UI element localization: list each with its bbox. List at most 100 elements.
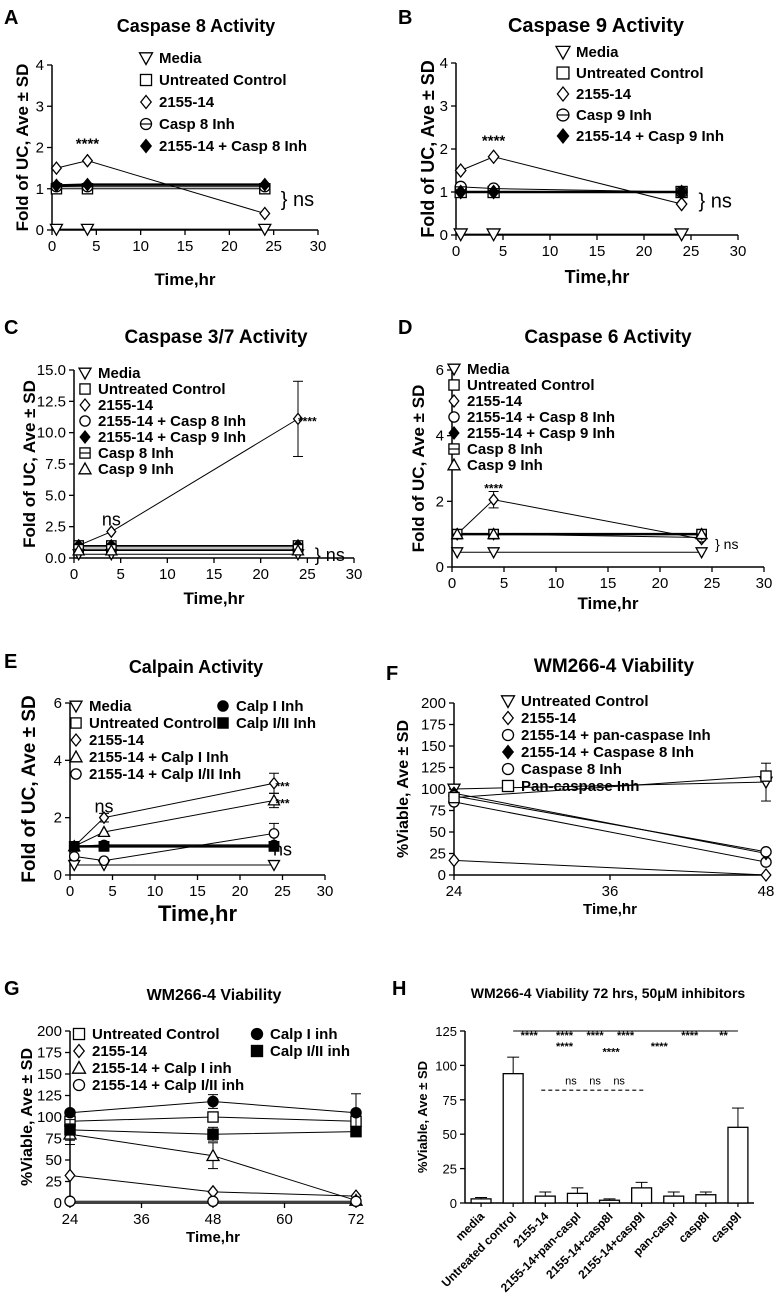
data-point <box>350 1106 362 1119</box>
x-tick-label: 15 <box>206 566 223 583</box>
y-tick-label: 175 <box>37 1045 62 1062</box>
data-point <box>760 770 772 782</box>
legend-marker <box>139 138 153 154</box>
data-point <box>259 177 271 192</box>
y-tick-label: 2 <box>440 141 448 158</box>
data-point <box>81 153 94 168</box>
legend-label: 2155-14 <box>92 1043 148 1060</box>
x-tick-label: 24 <box>446 883 463 900</box>
data-point <box>68 851 80 862</box>
y-tick-label: 25 <box>429 846 446 863</box>
y-tick-label: 150 <box>37 1066 62 1083</box>
y-tick-label: 150 <box>421 738 446 755</box>
panel-title: WM266-4 Viability <box>534 656 695 677</box>
x-tick-label: 20 <box>652 575 669 592</box>
series-0 <box>450 547 709 560</box>
x-axis-label: Time,hr <box>154 270 215 289</box>
annotation: ns <box>94 797 113 817</box>
annotation: } ns <box>699 191 732 213</box>
data-point <box>268 776 280 790</box>
data-point <box>486 527 501 540</box>
annotation: } ns <box>281 189 314 211</box>
legend-marker <box>70 717 82 729</box>
legend-marker <box>79 415 91 427</box>
data-point <box>450 547 464 560</box>
x-tick-label: 36 <box>133 1211 150 1228</box>
y-axis-label: %Viable, Ave ± SD <box>19 1048 36 1186</box>
x-tick-label: 10 <box>548 575 565 592</box>
x-tick-label: casp9I <box>708 1209 744 1245</box>
series-4 <box>448 790 772 858</box>
legend-label: Caspase 8 Inh <box>521 761 622 778</box>
legend-marker <box>501 744 515 760</box>
x-axis-label: Time,hr <box>186 1229 240 1246</box>
legend-label: Calp I inh <box>270 1026 338 1043</box>
data-point <box>487 149 500 165</box>
legend-marker <box>556 127 570 145</box>
legend-marker <box>72 1027 86 1041</box>
x-tick-label: 5 <box>108 883 116 900</box>
panel-letter: B <box>398 7 412 29</box>
annotation: } ns <box>715 536 738 552</box>
x-tick-label: 0 <box>48 238 56 255</box>
legend-label: Untreated Control <box>92 1026 220 1043</box>
y-tick-label: 4 <box>440 55 448 72</box>
x-tick-label: 10 <box>132 238 149 255</box>
y-tick-label: 125 <box>37 1088 62 1105</box>
legend-marker <box>556 66 570 80</box>
legend-label: 2155-14 <box>89 732 145 749</box>
data-point <box>350 1195 362 1208</box>
x-tick-label: 10 <box>542 243 559 260</box>
legend-marker <box>554 45 572 61</box>
legend-label: 2155-14 + Casp 8 Inh <box>159 138 307 155</box>
annotation: } ns <box>315 545 345 565</box>
legend-marker <box>77 367 93 381</box>
y-tick-label: 200 <box>421 695 446 712</box>
y-tick-label: 25 <box>443 1162 457 1177</box>
legend-marker <box>72 1043 86 1059</box>
series-line <box>453 801 767 863</box>
legend-label: Casp 8 Inh <box>159 116 235 133</box>
legend-marker <box>556 108 570 122</box>
x-axis-label: Time,hr <box>583 901 637 918</box>
data-point <box>694 527 709 540</box>
data-point <box>486 547 501 560</box>
legend-marker <box>556 85 570 103</box>
data-point <box>291 543 305 556</box>
series-4 <box>50 177 271 193</box>
data-point <box>64 1106 76 1119</box>
data-point <box>259 206 271 221</box>
annotation: **** <box>651 1041 669 1053</box>
x-tick-label: 0 <box>448 575 456 592</box>
y-tick-label: 1 <box>36 181 44 198</box>
x-tick-label: 10 <box>159 566 176 583</box>
y-tick-label: 100 <box>421 781 446 798</box>
panel-f: F WM266-4 Viability 0 25 50 75 100 125 150 175 200… <box>386 656 774 918</box>
legend-marker <box>501 779 515 793</box>
annotation: **** <box>298 415 317 429</box>
legend-label: Media <box>576 44 619 61</box>
data-point <box>64 1168 76 1183</box>
x-tick-label: 0 <box>452 243 460 260</box>
annotation: *** <box>275 779 289 793</box>
panel-letter: E <box>4 651 17 673</box>
x-tick-label: 30 <box>346 566 363 583</box>
series-6 <box>68 841 280 852</box>
annotation: **** <box>681 1030 699 1042</box>
legend-label: Untreated Control <box>576 65 704 82</box>
annotation: ** <box>719 1030 728 1042</box>
data-point <box>68 841 80 852</box>
legend-marker <box>448 443 460 455</box>
legend-label: Untreated Control <box>159 72 287 89</box>
legend-label: 2155-14 <box>98 397 154 414</box>
y-tick-label: 0 <box>436 559 444 576</box>
y-tick-label: 10.0 <box>37 425 66 442</box>
data-point <box>97 825 111 838</box>
x-tick-label: 15 <box>189 883 206 900</box>
y-tick-label: 2 <box>436 493 444 510</box>
legend-marker <box>250 1044 264 1058</box>
series-2 <box>50 153 271 221</box>
